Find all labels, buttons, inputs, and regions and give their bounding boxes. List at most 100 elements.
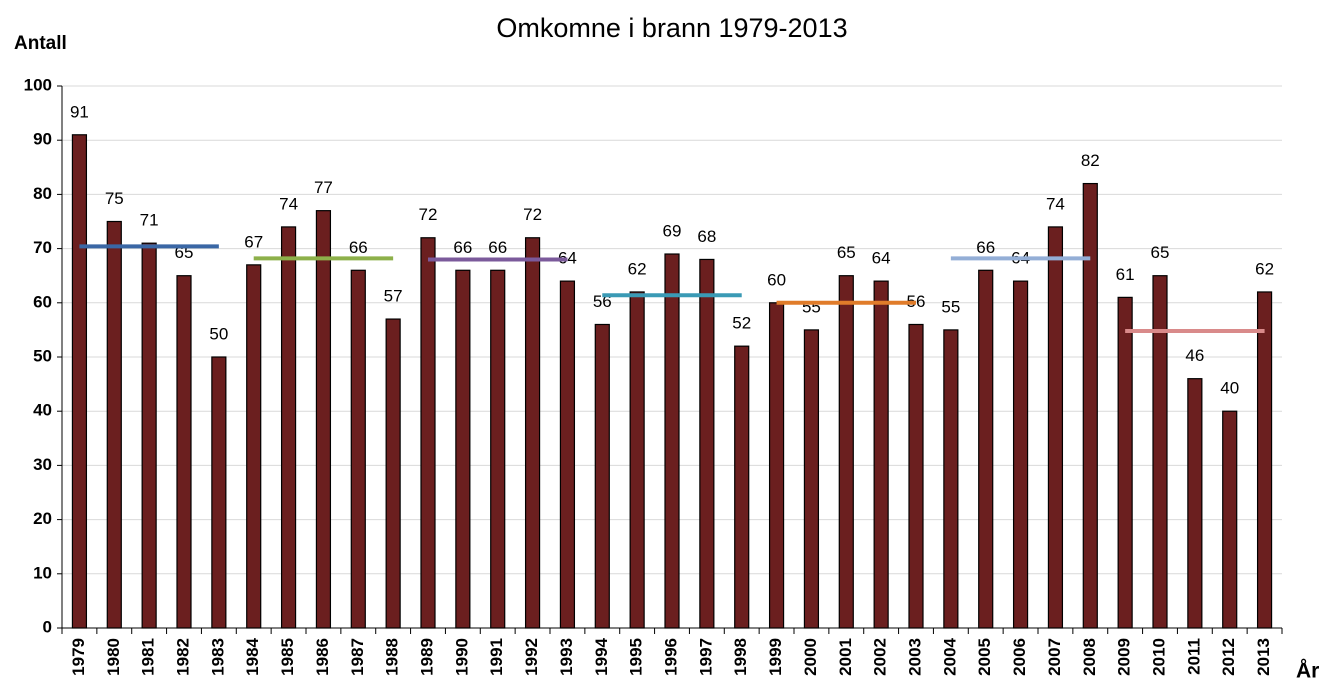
data-label: 71: [140, 211, 159, 230]
data-label: 66: [488, 238, 507, 257]
bar: [455, 269, 471, 629]
y-tick-label: 40: [33, 401, 52, 420]
data-label: 66: [349, 238, 368, 257]
y-axis-title: Antall: [14, 33, 67, 54]
bar: [1047, 226, 1064, 629]
bar: [978, 269, 994, 629]
x-tick-label: 1997: [696, 638, 715, 676]
x-tick-label: 1988: [383, 638, 402, 676]
data-label: 64: [872, 249, 891, 268]
y-tick-label: 50: [33, 346, 52, 365]
x-tick-label: 1996: [661, 638, 680, 676]
data-label: 69: [663, 222, 682, 241]
bar: [280, 226, 297, 629]
x-tick-label: 2009: [1115, 638, 1134, 676]
data-label: 40: [1220, 379, 1239, 398]
x-tick-label: 2013: [1254, 638, 1273, 676]
bar: [908, 323, 924, 629]
data-label: 62: [1255, 259, 1274, 278]
bar: [629, 291, 645, 629]
x-tick-label: 1985: [278, 638, 297, 676]
data-label: 72: [523, 205, 542, 224]
x-tick-label: 1992: [522, 638, 541, 676]
x-tick-label: 1994: [592, 637, 611, 675]
y-tick-label: 80: [33, 184, 52, 203]
x-tick-label: 2001: [836, 638, 855, 676]
data-label: 77: [314, 178, 333, 197]
data-label: 52: [732, 314, 751, 333]
y-tick-label: 60: [33, 292, 52, 311]
bar: [873, 280, 889, 629]
y-tick-label: 100: [24, 75, 52, 94]
bar: [385, 318, 401, 629]
x-tick-label: 1993: [557, 638, 576, 676]
x-tick-label: 2002: [871, 638, 890, 676]
bar: [699, 258, 715, 629]
bar: [838, 275, 854, 629]
bar: [106, 220, 122, 629]
x-tick-label: 1987: [348, 638, 367, 676]
x-tick-label: 2005: [975, 638, 994, 676]
bar: [420, 237, 436, 629]
x-tick-label: 1991: [487, 638, 506, 676]
bar: [1222, 410, 1238, 629]
data-label: 67: [244, 232, 263, 251]
x-tick-label: 1995: [627, 638, 646, 676]
data-label: 66: [453, 238, 472, 257]
data-label: 65: [1151, 243, 1170, 262]
bar: [315, 210, 332, 629]
x-tick-label: 2007: [1045, 638, 1064, 676]
data-label: 55: [941, 297, 960, 316]
bar: [524, 237, 541, 629]
x-tick-label: 2010: [1149, 638, 1168, 676]
bar: [943, 329, 959, 629]
bar: [176, 275, 192, 629]
bar: [211, 356, 227, 629]
bar: [1012, 280, 1029, 629]
y-tick-label: 90: [33, 130, 52, 149]
x-tick-label: 2006: [1010, 638, 1029, 676]
bar: [1152, 275, 1168, 629]
bar: [734, 345, 750, 629]
x-tick-label: 1980: [104, 638, 123, 676]
data-label: 68: [697, 227, 716, 246]
x-tick-label: 2004: [940, 637, 959, 675]
x-tick-label: 1998: [731, 638, 750, 676]
data-label: 74: [279, 194, 298, 213]
x-tick-label: 1989: [417, 638, 436, 676]
data-label: 74: [1046, 194, 1065, 213]
bar: [664, 253, 680, 629]
x-tick-label: 1982: [173, 638, 192, 676]
x-tick-label: 2003: [905, 638, 924, 676]
data-label: 61: [1116, 265, 1135, 284]
bar: [246, 264, 262, 629]
data-label: 72: [419, 205, 438, 224]
x-tick-label: 2011: [1184, 638, 1203, 675]
x-tick-label: 1986: [313, 638, 332, 676]
x-tick-label: 2012: [1219, 638, 1238, 676]
bar: [1256, 291, 1273, 629]
data-label: 82: [1081, 151, 1100, 170]
y-tick-label: 10: [33, 563, 52, 582]
x-tick-label: 1999: [766, 638, 785, 676]
data-label: 62: [628, 259, 647, 278]
data-label: 55: [802, 297, 821, 316]
data-label: 65: [837, 243, 856, 262]
data-label: 66: [976, 238, 995, 257]
data-label: 91: [70, 102, 89, 121]
bar: [803, 329, 820, 629]
bar: [594, 323, 610, 629]
x-axis-title: År: [1296, 659, 1319, 683]
data-label: 60: [767, 270, 786, 289]
y-tick-label: 30: [33, 455, 52, 474]
data-label: 50: [209, 324, 228, 343]
data-label: 46: [1185, 346, 1204, 365]
y-tick-label: 0: [43, 617, 52, 636]
x-tick-label: 1981: [139, 638, 158, 676]
data-label: 75: [105, 189, 124, 208]
y-tick-label: 20: [33, 509, 52, 528]
data-label: 57: [384, 287, 403, 306]
bar: [1117, 296, 1133, 629]
bar: [141, 242, 157, 629]
x-tick-label: 1983: [208, 638, 227, 676]
